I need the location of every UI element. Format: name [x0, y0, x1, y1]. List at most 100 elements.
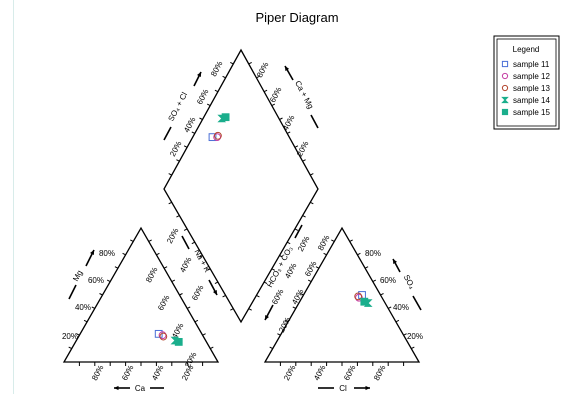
- diamond-lower-right-tick: [279, 255, 283, 258]
- anion-left-tick: [277, 333, 281, 336]
- legend-frame-inner: [496, 38, 557, 127]
- so4-axis-label: SO₄: [402, 273, 417, 290]
- ca-axis-arrow-head: [114, 385, 119, 391]
- anion-left-tick: [292, 306, 297, 309]
- diamond-upper-left-tick: [222, 75, 226, 79]
- cation-left-tick: [83, 319, 88, 323]
- diamond-upper-left-tick: [199, 117, 203, 120]
- diamond-upper-right-tick: [263, 89, 268, 93]
- diamond-upper-left-tick: [206, 103, 211, 107]
- diamond-upper-right-tick: [256, 75, 260, 79]
- cation-bottom-tick-label: 20%: [180, 364, 195, 382]
- diamond-lower-left-tick: [222, 294, 226, 298]
- chart-title: Piper Diagram: [255, 10, 338, 25]
- cation-left-tick: [76, 333, 80, 336]
- legend-marker: [501, 108, 509, 116]
- page-edge-line: [13, 0, 14, 394]
- diamond-point-sample-11: [208, 133, 217, 142]
- anion-right-tick: [403, 333, 407, 336]
- diamond-lower-right-tick: [256, 294, 260, 298]
- ca-mg-axis-label: Ca + Mg: [293, 79, 315, 110]
- diamond-upper-right-tick-label: 60%: [268, 86, 283, 104]
- anion-right-tick: [357, 252, 361, 256]
- diamond-lower-left-tick: [183, 228, 188, 231]
- legend-item-label: sample 12: [513, 72, 550, 81]
- cation-right-tick: [171, 279, 176, 283]
- diamond-upper-right-tick: [294, 145, 299, 148]
- na-k-axis-label: Na + K: [192, 248, 212, 275]
- so4-cl-axis-bar: [163, 126, 172, 141]
- diamond-lower-left-tick: [206, 268, 211, 271]
- cation-left-tick: [122, 252, 126, 256]
- diamond-upper-right-tick: [271, 103, 276, 107]
- diamond-upper-left-tick: [168, 173, 172, 176]
- so4-cl-axis-label: SO₄ + Cl: [166, 91, 189, 123]
- cation-point-sample-13: [159, 332, 168, 341]
- cation-right-tick: [186, 306, 191, 309]
- anion-right-tick: [387, 306, 392, 309]
- cation-right-tick: [179, 293, 183, 296]
- anion-left-tick: [315, 266, 320, 269]
- diamond-upper-left-tick-label: 40%: [182, 116, 197, 134]
- cation-left-tick-label: 40%: [75, 303, 91, 312]
- anion-right-tick: [364, 266, 369, 269]
- ca-axis-label: Ca: [135, 384, 146, 393]
- diamond-upper-right-tick-label: 80%: [255, 61, 270, 79]
- anion-right-tick-label: 20%: [407, 332, 423, 341]
- diamond-point-sample-12: [213, 133, 222, 142]
- legend-item-label: sample 13: [513, 84, 550, 93]
- diamond-upper-right-tick: [248, 61, 252, 65]
- diamond-lower-left-tick: [230, 308, 234, 311]
- diamond-upper-left-tick: [176, 159, 180, 162]
- diamond-upper-right-tick: [302, 159, 306, 162]
- diamond-lower-left-tick: [176, 215, 180, 218]
- cation-left-tick: [99, 293, 103, 296]
- hco3-co3-axis-bar: [294, 224, 303, 239]
- cation-left-tick: [130, 239, 134, 242]
- anion-right-tick-label: 40%: [393, 303, 409, 312]
- diamond-lower-right-tick-label: 60%: [270, 288, 285, 306]
- cation-bottom-tick-label: 60%: [120, 364, 135, 382]
- cl-axis-arrow-head: [365, 385, 370, 391]
- anion-left-tick: [269, 346, 273, 350]
- anion-right-tick: [380, 293, 384, 296]
- legend-marker: [501, 96, 509, 104]
- diamond-upper-left-tick: [214, 89, 219, 93]
- cation-point-sample-11: [154, 329, 163, 338]
- na-k-axis-bar: [181, 235, 190, 250]
- cation-right-tick: [163, 266, 168, 269]
- anion-left-tick: [323, 252, 327, 256]
- diamond-lower-left-tick: [191, 241, 196, 245]
- diamond-lower-left-tick-label: 40%: [178, 256, 193, 274]
- cation-right-tick-label: 80%: [144, 266, 159, 284]
- hco3-co3-axis-arrow-head: [265, 315, 270, 320]
- ca-mg-axis-arrow-head: [285, 66, 290, 71]
- cation-left-tick-label: 20%: [62, 332, 78, 341]
- anion-right-tick-label: 80%: [365, 249, 381, 258]
- diamond-upper-left-tick: [183, 145, 188, 148]
- cation-left-tick: [68, 346, 72, 350]
- legend-marker: [501, 60, 509, 68]
- diamond-lower-right-tick: [294, 228, 299, 231]
- tick-marks: [68, 61, 415, 366]
- diamond-upper-right-tick: [279, 117, 283, 120]
- anion-bottom-tick-label: 40%: [312, 364, 327, 382]
- anion-point-sample-15: [360, 297, 369, 306]
- cl-axis-label: Cl: [339, 384, 347, 393]
- diamond-lower-right-tick: [263, 281, 268, 285]
- so4-axis-bar: [412, 295, 422, 311]
- legend-marker: [501, 84, 509, 92]
- sample-points: [154, 113, 373, 346]
- anion-point-sample-12: [355, 293, 363, 302]
- cation-left-tick: [106, 279, 111, 283]
- na-k-axis-arrow-head: [212, 290, 217, 295]
- cation-right-tick: [148, 239, 152, 242]
- anion-right-tick: [349, 239, 353, 242]
- diagram-frames: [62, 48, 421, 363]
- diamond-lower-left-tick-label: 20%: [165, 227, 180, 245]
- diamond-lower-right-tick: [286, 241, 291, 245]
- anion-bottom-tick-label: 20%: [282, 364, 297, 382]
- anion-left-tick: [307, 279, 312, 283]
- diamond-point-sample-13: [214, 131, 222, 140]
